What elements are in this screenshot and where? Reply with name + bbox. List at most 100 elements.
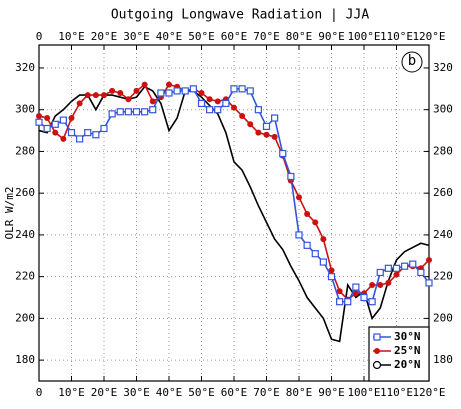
y-tick-label-right: 200	[433, 311, 453, 324]
marker	[60, 135, 67, 142]
marker	[198, 90, 205, 96]
marker	[393, 271, 400, 278]
marker	[295, 231, 303, 239]
y-tick-label: 180	[15, 353, 35, 366]
marker	[51, 120, 59, 128]
legend-label: 25°N	[394, 344, 421, 357]
y-tick-label-right: 180	[433, 353, 453, 366]
x-tick-label-top: 100°E	[347, 30, 380, 43]
marker	[247, 121, 254, 128]
marker	[271, 114, 279, 122]
marker	[117, 90, 124, 96]
marker	[181, 87, 189, 95]
y-tick-label-right: 320	[433, 61, 453, 74]
x-tick-label-top: 90°E	[318, 30, 345, 43]
y-axis-label: OLR W/m2	[3, 187, 16, 240]
legend-marker	[374, 348, 380, 354]
marker	[303, 241, 311, 249]
marker	[401, 262, 409, 270]
marker	[352, 290, 359, 297]
y-tick-label: 200	[15, 311, 35, 324]
marker	[231, 104, 237, 111]
x-tick-label-top: 40°E	[156, 30, 183, 43]
x-tick-label-top: 120°E	[412, 30, 445, 43]
x-tick-label-top: 60°E	[221, 30, 248, 43]
marker	[312, 219, 319, 226]
marker	[271, 133, 278, 140]
y-tick-label-right: 300	[433, 103, 453, 116]
x-tick-label-top: 80°E	[286, 30, 313, 43]
marker	[133, 87, 140, 94]
x-tick-label-top: 110°E	[380, 30, 413, 43]
marker	[279, 149, 287, 158]
y-tick-label: 240	[15, 228, 35, 241]
marker	[43, 124, 51, 133]
marker	[360, 293, 368, 302]
marker	[165, 89, 173, 97]
legend-marker	[372, 360, 382, 370]
marker	[304, 211, 311, 218]
y-tick-label: 220	[15, 270, 35, 283]
marker	[76, 100, 83, 107]
marker	[327, 273, 336, 281]
marker	[255, 129, 262, 136]
marker	[392, 264, 401, 272]
marker	[214, 98, 221, 105]
marker	[377, 282, 384, 288]
marker	[84, 129, 92, 137]
y-tick-label-right: 260	[433, 186, 453, 199]
x-tick-label: 60°E	[221, 386, 248, 399]
marker	[254, 106, 262, 114]
marker	[425, 279, 433, 287]
marker	[222, 99, 230, 108]
marker	[214, 106, 222, 114]
x-tick-label-top: 50°E	[188, 30, 215, 43]
x-tick-label-top: 10°E	[58, 30, 85, 43]
marker	[76, 135, 84, 143]
marker	[311, 250, 319, 258]
marker	[125, 96, 132, 103]
x-tick-label: 50°E	[188, 386, 215, 399]
marker	[384, 264, 392, 272]
marker	[417, 268, 425, 277]
marker	[352, 283, 360, 291]
marker	[68, 115, 75, 122]
x-tick-label: 100°E	[347, 386, 380, 399]
marker	[246, 87, 254, 95]
marker	[320, 236, 327, 243]
marker	[35, 118, 43, 126]
x-tick-label-top: 30°E	[123, 30, 150, 43]
marker	[67, 129, 76, 137]
marker	[36, 112, 42, 119]
marker	[319, 258, 327, 266]
marker	[108, 110, 116, 118]
x-tick-label-top: 70°E	[253, 30, 280, 43]
y-tick-label: 320	[15, 61, 35, 74]
chart-title: Outgoing Longwave Radiation | JJA	[111, 8, 369, 23]
marker	[132, 108, 141, 116]
marker	[141, 108, 149, 116]
marker	[263, 131, 270, 138]
marker	[92, 131, 100, 139]
y-tick-label: 280	[15, 144, 35, 157]
marker	[149, 98, 156, 105]
marker	[44, 115, 51, 122]
x-tick-label: 70°E	[253, 386, 280, 399]
annotation: b	[408, 53, 416, 69]
marker	[141, 81, 148, 88]
x-tick-label: 30°E	[123, 386, 150, 399]
x-tick-label: 10°E	[58, 386, 85, 399]
marker	[92, 92, 99, 99]
marker	[149, 106, 157, 114]
marker	[368, 298, 376, 306]
x-tick-label: 20°E	[91, 386, 118, 399]
marker	[262, 122, 271, 130]
legend-marker	[373, 333, 381, 341]
marker	[385, 279, 392, 286]
marker	[344, 298, 352, 306]
marker	[173, 87, 181, 95]
marker	[166, 81, 172, 88]
marker	[100, 124, 108, 133]
marker	[206, 106, 214, 114]
